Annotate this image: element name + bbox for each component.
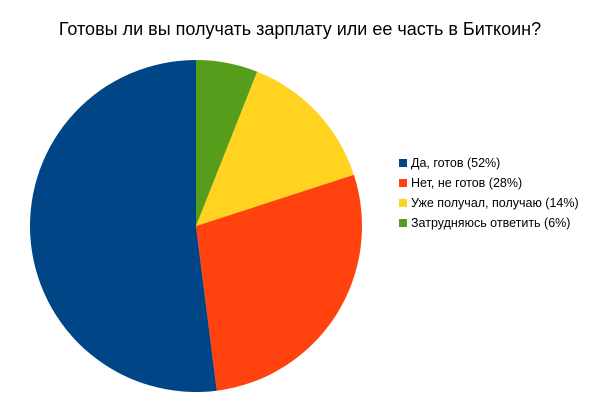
legend-swatch <box>399 219 407 227</box>
legend-swatch <box>399 199 407 207</box>
legend-swatch <box>399 159 407 167</box>
chart-legend: Да, готов (52%) Нет, не готов (28%) Уже … <box>399 156 594 236</box>
pie-slice-unsure <box>196 60 258 226</box>
legend-label: Уже получал, получаю (14%) <box>411 196 579 210</box>
legend-swatch <box>399 179 407 187</box>
pie-slice-no <box>196 174 363 391</box>
pie-slice-yes <box>29 60 217 392</box>
legend-item-unsure: Затрудняюсь ответить (6%) <box>399 216 594 230</box>
legend-label: Затрудняюсь ответить (6%) <box>411 216 571 230</box>
chart-title: Готовы ли вы получать зарплату или ее ча… <box>58 19 542 39</box>
pie-slice-already <box>196 71 354 226</box>
legend-label: Да, готов (52%) <box>411 156 501 170</box>
legend-item-yes: Да, готов (52%) <box>399 156 594 170</box>
legend-item-already: Уже получал, получаю (14%) <box>399 196 594 210</box>
legend-item-no: Нет, не готов (28%) <box>399 176 594 190</box>
legend-label: Нет, не готов (28%) <box>411 176 523 190</box>
